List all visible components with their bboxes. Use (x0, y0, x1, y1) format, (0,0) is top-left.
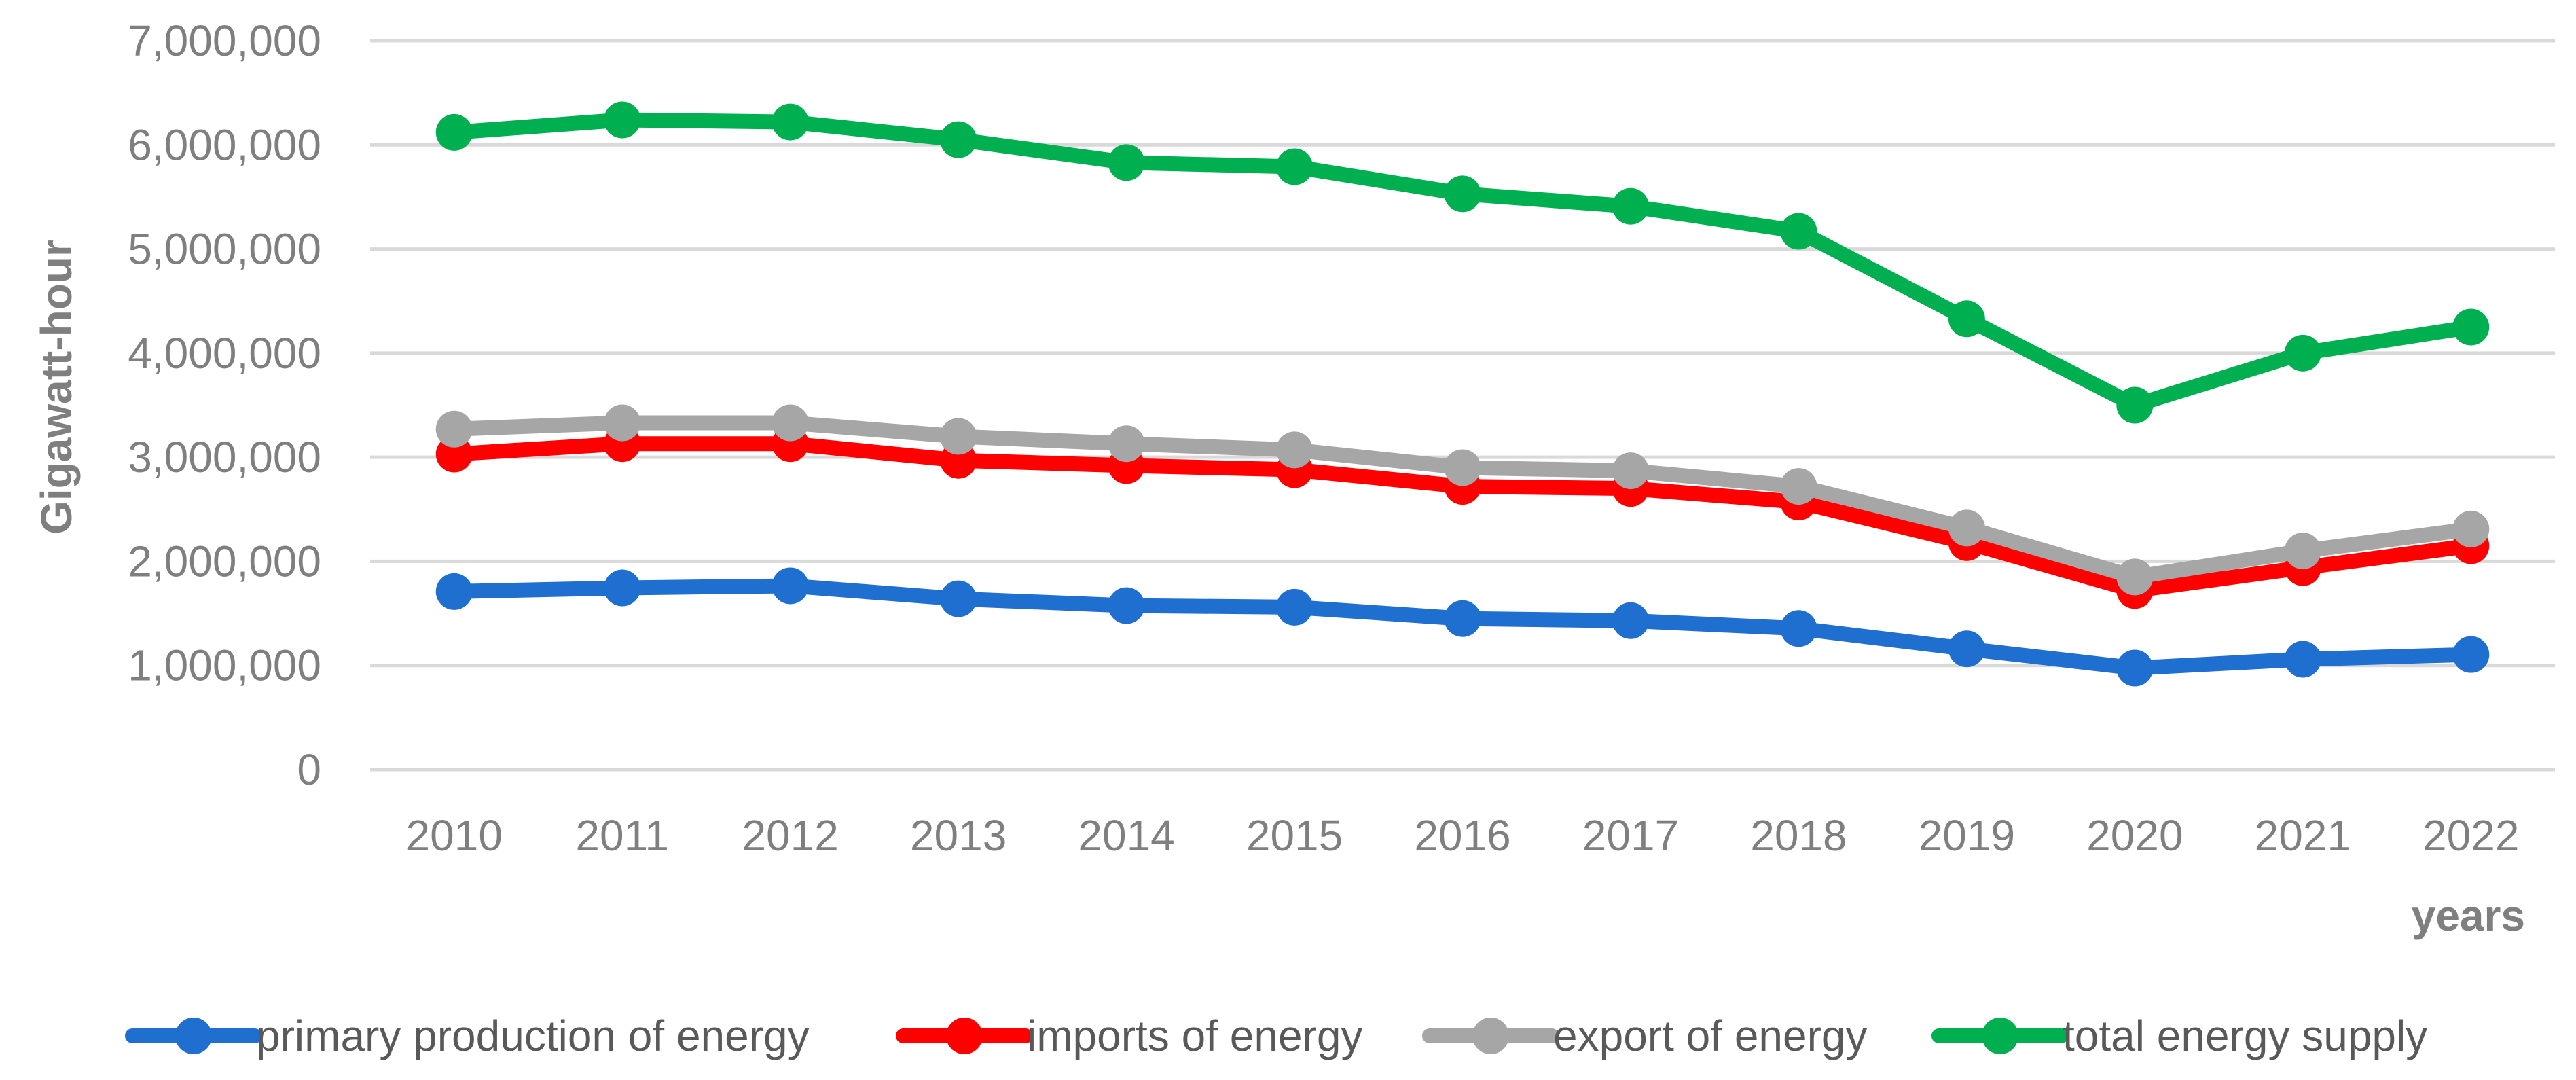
data-point (1444, 600, 1481, 637)
data-point (604, 404, 641, 442)
data-point (1276, 148, 1313, 185)
x-axis-title: years (2412, 891, 2525, 940)
data-point (1948, 300, 1985, 338)
data-point (1780, 213, 1817, 250)
data-point (1276, 588, 1313, 626)
data-point (2452, 636, 2490, 673)
data-point (772, 103, 809, 141)
data-point (604, 569, 641, 607)
legend-item: total energy supply (1931, 1011, 2427, 1060)
x-tick-label: 2021 (2255, 811, 2351, 860)
x-tick-label: 2010 (406, 811, 503, 860)
legend-marker (946, 1018, 983, 1054)
y-axis-title: Gigawatt-hour (32, 240, 81, 535)
data-point (772, 567, 809, 605)
y-tick-label: 0 (297, 745, 321, 794)
y-tick-label: 6,000,000 (128, 120, 321, 169)
legend-item: imports of energy (896, 1011, 1362, 1060)
data-point (940, 121, 977, 158)
data-point (1108, 587, 1145, 624)
data-point (2116, 386, 2154, 424)
data-point (2116, 558, 2154, 596)
data-point (1780, 468, 1817, 505)
legend-item: export of energy (1422, 1011, 1868, 1060)
series-export-of-energy (435, 404, 2490, 596)
legend-marker (175, 1018, 212, 1054)
x-tick-label: 2020 (2086, 811, 2183, 860)
data-point (940, 418, 977, 455)
data-point (1612, 452, 1649, 490)
series-primary-production-of-energy (435, 567, 2490, 687)
legend-label: export of energy (1553, 1011, 1868, 1060)
x-tick-label: 2022 (2423, 811, 2519, 860)
y-axis-tick-labels: 0 1,000,000 2,000,000 3,000,000 4,000,000 5,0… (128, 16, 321, 794)
data-point (2284, 533, 2321, 570)
y-tick-label: 4,000,000 (128, 329, 321, 378)
data-point (1276, 431, 1313, 469)
data-point (1612, 187, 1649, 225)
series-line (446, 112, 2479, 413)
legend-label: primary production of energy (256, 1011, 810, 1060)
y-tick-label: 1,000,000 (128, 641, 321, 690)
data-point (2116, 649, 2154, 687)
x-tick-label: 2019 (1919, 811, 2015, 860)
y-tick-label: 3,000,000 (128, 433, 321, 482)
data-point (604, 101, 641, 139)
data-point (1444, 175, 1481, 213)
data-point (435, 410, 473, 448)
legend: primary production of energy imports of e… (125, 1011, 2427, 1060)
data-point (2452, 510, 2490, 547)
y-tick-label: 2,000,000 (128, 537, 321, 586)
data-point (2284, 334, 2321, 372)
data-point (1780, 610, 1817, 647)
y-tick-label: 5,000,000 (128, 225, 321, 274)
x-axis-tick-labels: 2010 2011 2012 2013 2014 2015 2016 2017 2018 2019… (406, 811, 2520, 860)
data-point (1948, 630, 1985, 668)
x-tick-label: 2012 (742, 811, 838, 860)
x-tick-label: 2011 (575, 811, 669, 860)
legend-label: total energy supply (2063, 1011, 2427, 1060)
x-tick-label: 2016 (1414, 811, 1510, 860)
legend-marker (1472, 1018, 1509, 1054)
data-point (435, 573, 473, 610)
data-point (2452, 308, 2490, 346)
legend-item: primary production of energy (125, 1011, 810, 1060)
data-point (2284, 641, 2321, 678)
data-point (1612, 602, 1649, 639)
data-point (772, 404, 809, 442)
legend-label: imports of energy (1027, 1011, 1362, 1060)
data-point (1948, 509, 1985, 547)
x-tick-label: 2013 (910, 811, 1006, 860)
data-point (1108, 144, 1145, 181)
x-tick-label: 2018 (1750, 811, 1847, 860)
series-total-energy-supply (435, 101, 2490, 424)
x-tick-label: 2015 (1246, 811, 1343, 860)
legend-marker (1982, 1018, 2018, 1054)
data-point (1108, 425, 1145, 463)
x-tick-label: 2017 (1582, 811, 1679, 860)
x-tick-label: 2014 (1078, 811, 1174, 860)
y-tick-label: 7,000,000 (128, 16, 321, 65)
data-point (1444, 449, 1481, 486)
gridlines (370, 39, 2555, 772)
series-lines (435, 101, 2490, 687)
data-point (435, 113, 473, 151)
data-point (940, 580, 977, 617)
